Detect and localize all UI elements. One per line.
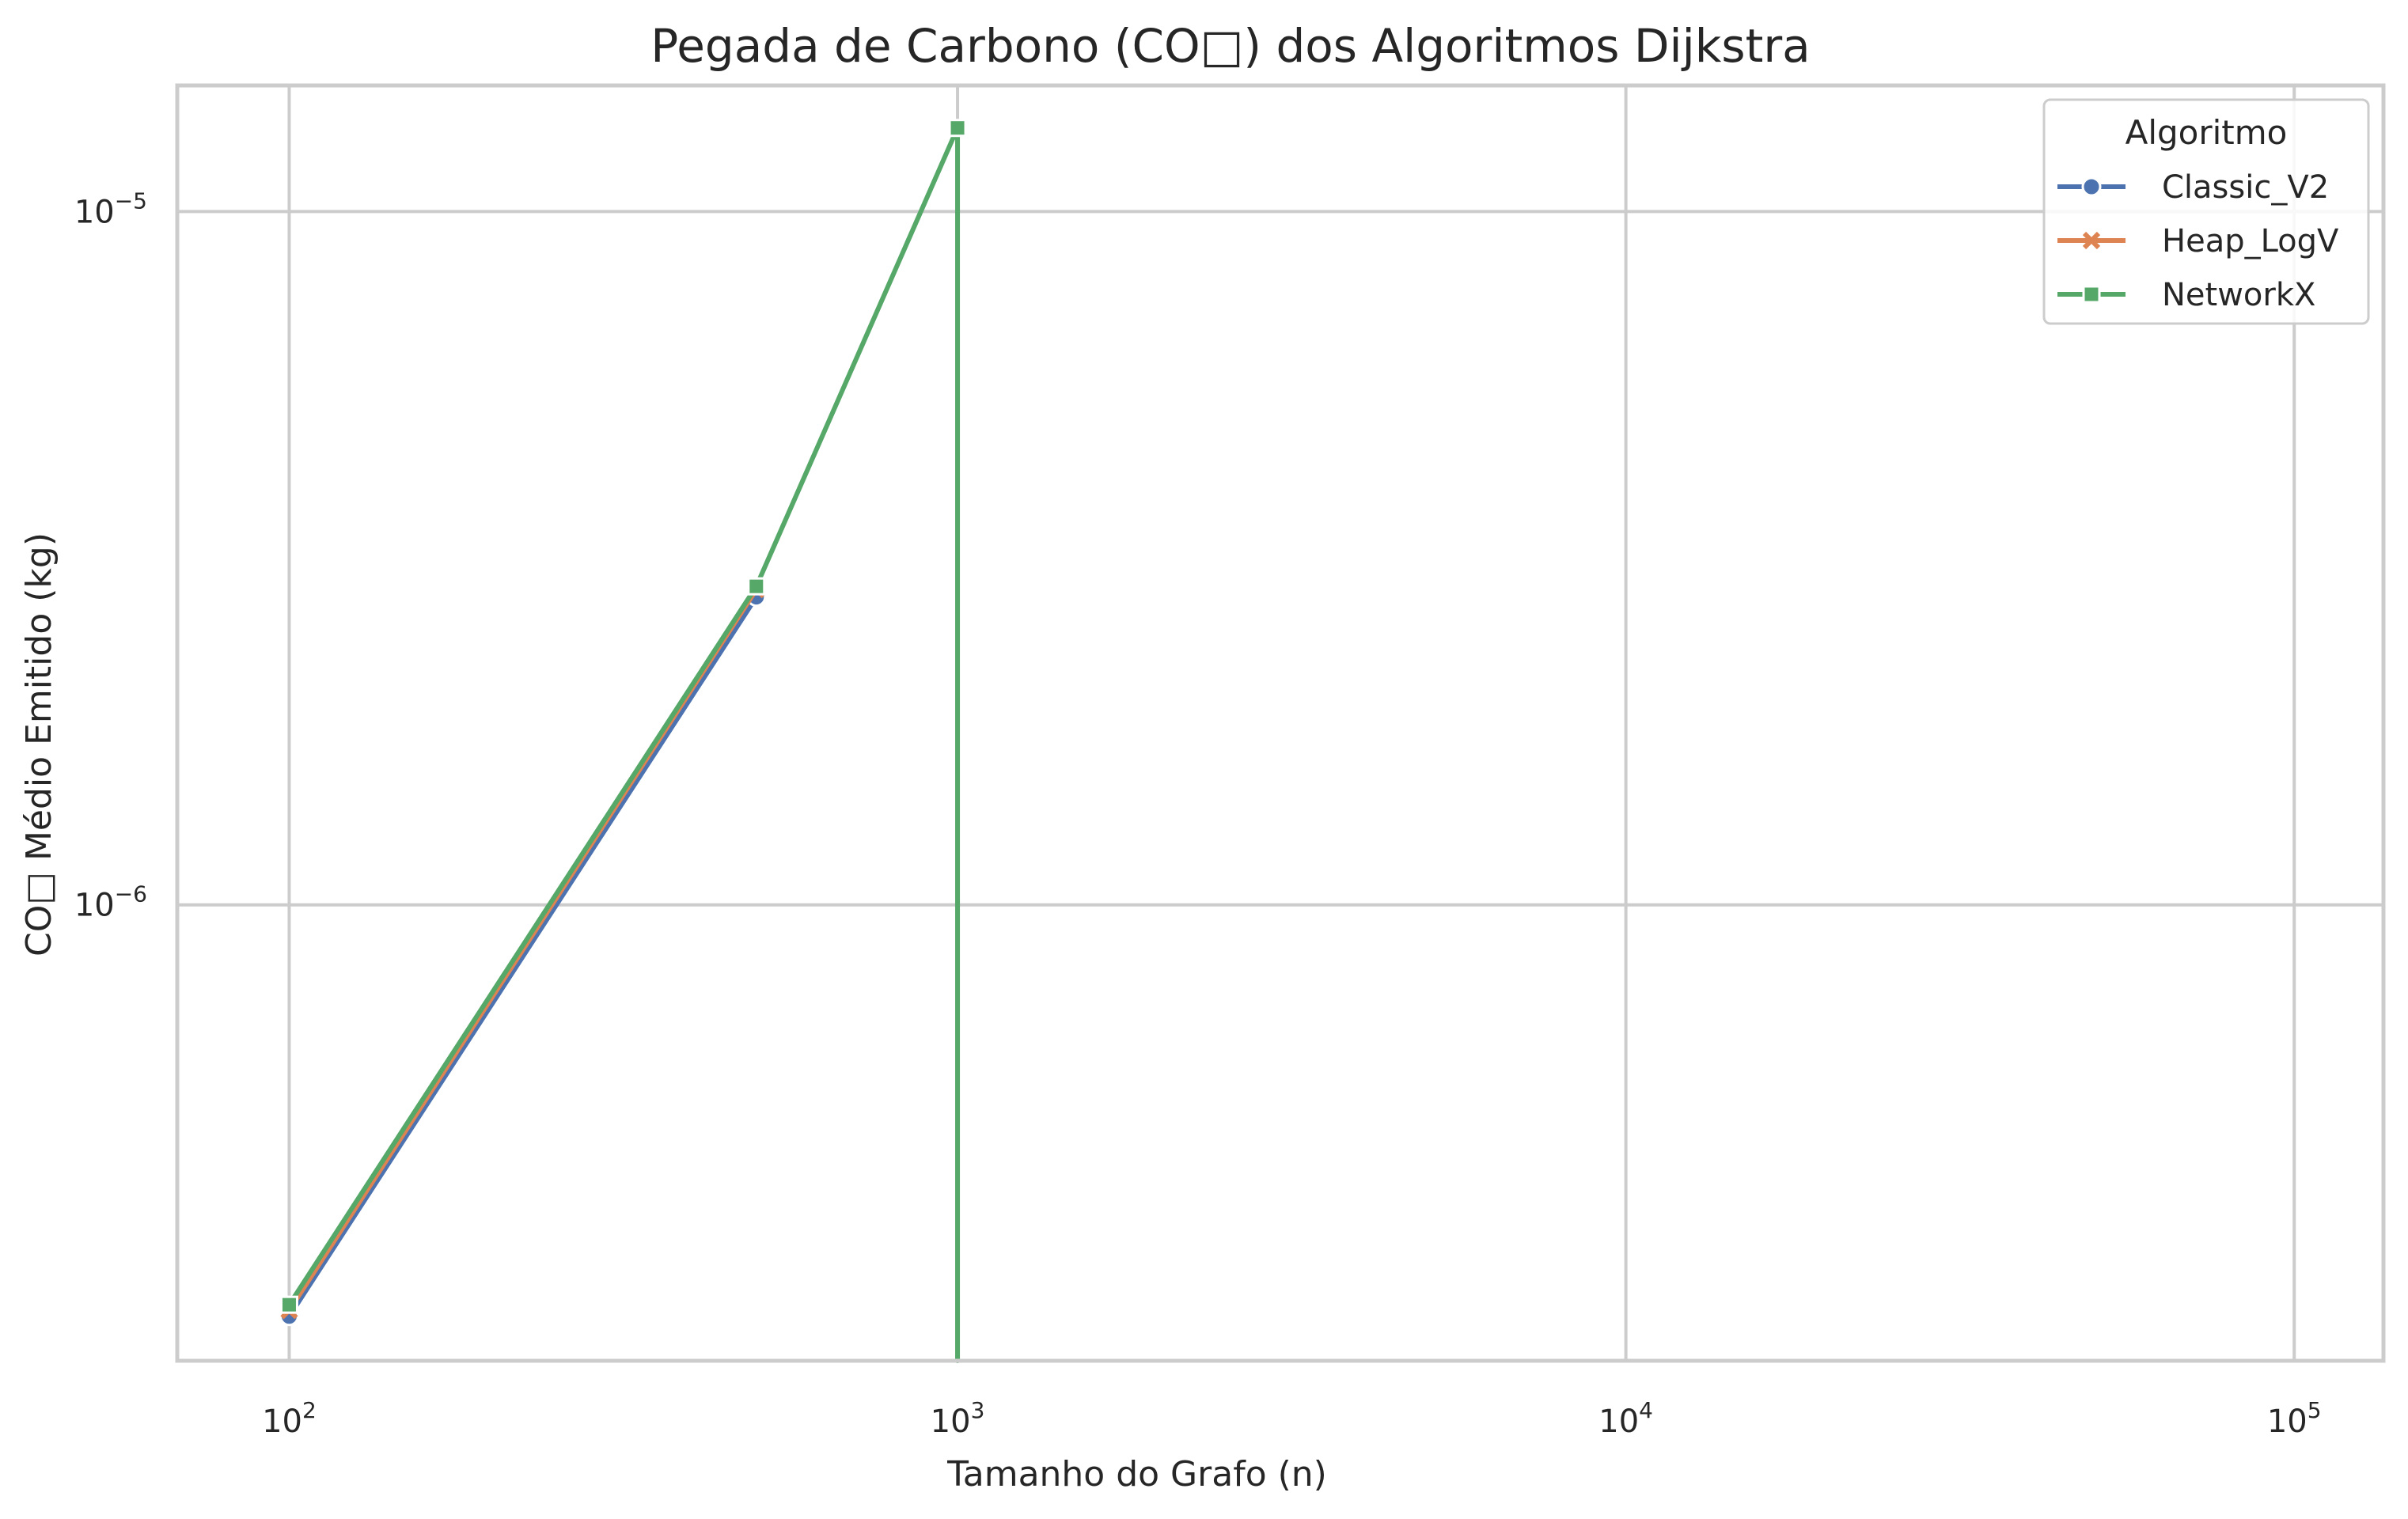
y-tick-label: 10−5 [74, 188, 147, 230]
x-tick-label: 103 [931, 1397, 985, 1440]
marker-stroke [2082, 231, 2101, 250]
data-point-networkx [948, 119, 967, 138]
x-tick-label: 102 [262, 1397, 317, 1440]
legend-label: Classic_V2 [2162, 169, 2329, 206]
x-tick-label: 105 [2267, 1397, 2322, 1440]
series-line-networkx [286, 125, 961, 1363]
x-tick-label: 104 [1598, 1397, 1653, 1440]
y-tick-label: 10−6 [74, 881, 147, 924]
legend-item-classic-v2: Classic_V2 [2057, 169, 2329, 206]
chart-title: Pegada de Carbono (CO□) dos Algoritmos D… [650, 19, 1810, 73]
legend-title: Algoritmo [2125, 113, 2288, 152]
series-line-classic-v2 [286, 594, 759, 1319]
legend-marker [2082, 231, 2101, 250]
legend-item-networkx: NetworkX [2057, 277, 2315, 313]
y-axis-label: CO□ Médio Emitido (kg) [19, 532, 59, 956]
series-networkx [279, 119, 967, 1363]
legend-item-heap-logv: Heap_LogV [2057, 223, 2339, 259]
legend: Algoritmo Classic_V2 Heap_LogV NetworkX [2042, 98, 2370, 325]
x-axis-label: Tamanho do Grafo (n) [946, 1454, 1327, 1494]
plot-frame [175, 83, 2386, 1363]
data-point-networkx [279, 1295, 298, 1314]
data-point-networkx [747, 577, 766, 596]
y-axis-ticks: 10−6 10−5 [74, 188, 147, 923]
x-axis-ticks: 102 103 104 105 [262, 1397, 2321, 1440]
plot-area [279, 119, 967, 1363]
legend-items: Classic_V2 Heap_LogV NetworkX [2057, 169, 2339, 313]
legend-box [2042, 98, 2370, 325]
legend-label: NetworkX [2162, 277, 2315, 313]
legend-label: Heap_LogV [2162, 223, 2339, 259]
legend-marker [2081, 176, 2102, 197]
legend-marker [2082, 285, 2101, 304]
